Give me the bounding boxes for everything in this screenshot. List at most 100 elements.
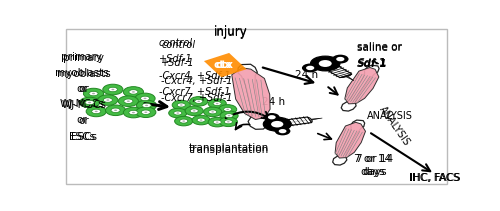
- Ellipse shape: [132, 112, 135, 113]
- Ellipse shape: [106, 99, 110, 101]
- Ellipse shape: [271, 121, 283, 127]
- Ellipse shape: [80, 97, 100, 108]
- Polygon shape: [322, 63, 352, 78]
- Text: -Cxcr7, +Sdf-1: -Cxcr7, +Sdf-1: [158, 87, 230, 97]
- Ellipse shape: [140, 96, 149, 101]
- Ellipse shape: [208, 99, 227, 108]
- Ellipse shape: [220, 111, 238, 120]
- Ellipse shape: [306, 66, 314, 70]
- Text: control: control: [162, 40, 196, 50]
- Ellipse shape: [103, 84, 123, 95]
- Ellipse shape: [124, 87, 144, 97]
- Text: -Cxcr4, +Sdf-1: -Cxcr4, +Sdf-1: [158, 71, 230, 81]
- Text: -Cxcr4, +Sdf-1: -Cxcr4, +Sdf-1: [162, 76, 233, 85]
- Ellipse shape: [220, 117, 238, 127]
- Ellipse shape: [182, 120, 185, 122]
- Ellipse shape: [216, 103, 218, 104]
- Ellipse shape: [194, 99, 203, 103]
- Text: +Sdf-1: +Sdf-1: [158, 54, 192, 64]
- Text: ANALYSIS: ANALYSIS: [378, 104, 412, 148]
- Text: Sdf-1: Sdf-1: [357, 59, 388, 69]
- Polygon shape: [327, 65, 344, 74]
- Ellipse shape: [104, 98, 112, 102]
- Ellipse shape: [98, 95, 118, 105]
- Ellipse shape: [145, 105, 148, 106]
- Ellipse shape: [332, 55, 348, 64]
- Ellipse shape: [177, 103, 186, 107]
- Ellipse shape: [275, 127, 290, 135]
- Ellipse shape: [200, 119, 202, 121]
- Ellipse shape: [86, 106, 106, 117]
- Polygon shape: [332, 120, 364, 165]
- Ellipse shape: [132, 91, 135, 93]
- Text: saline or: saline or: [357, 42, 402, 52]
- Ellipse shape: [302, 64, 318, 72]
- Ellipse shape: [111, 108, 120, 112]
- Ellipse shape: [278, 129, 286, 133]
- Ellipse shape: [180, 119, 188, 123]
- Polygon shape: [311, 118, 322, 120]
- Ellipse shape: [144, 111, 148, 113]
- Polygon shape: [341, 65, 379, 111]
- Ellipse shape: [174, 111, 182, 115]
- Ellipse shape: [92, 93, 95, 94]
- Ellipse shape: [124, 107, 144, 118]
- Ellipse shape: [268, 115, 276, 119]
- Ellipse shape: [224, 120, 232, 124]
- Text: saline or: saline or: [357, 43, 402, 53]
- Polygon shape: [340, 74, 352, 78]
- Ellipse shape: [94, 111, 98, 112]
- Text: WJ-MSCs: WJ-MSCs: [60, 99, 104, 109]
- Text: primary: primary: [62, 52, 102, 62]
- Polygon shape: [232, 68, 270, 119]
- Text: or: or: [76, 115, 88, 125]
- Polygon shape: [238, 64, 268, 129]
- Text: transplantation: transplantation: [189, 145, 269, 156]
- Text: ANALYSIS: ANALYSIS: [367, 111, 413, 121]
- Ellipse shape: [227, 121, 230, 123]
- Text: injury: injury: [214, 25, 248, 38]
- Ellipse shape: [142, 110, 150, 114]
- Text: myoblasts: myoblasts: [57, 69, 110, 79]
- Text: transplantation: transplantation: [189, 143, 269, 153]
- Ellipse shape: [264, 113, 280, 122]
- Ellipse shape: [144, 98, 146, 99]
- Text: ESCs: ESCs: [71, 133, 97, 142]
- Ellipse shape: [136, 107, 156, 118]
- Ellipse shape: [185, 106, 203, 116]
- Text: IHC, FACS: IHC, FACS: [409, 173, 460, 183]
- Ellipse shape: [212, 111, 214, 112]
- Text: -Cxcr7, +Sdf-1: -Cxcr7, +Sdf-1: [162, 93, 233, 103]
- Ellipse shape: [172, 100, 191, 110]
- Text: 24 h: 24 h: [262, 97, 285, 107]
- Ellipse shape: [174, 116, 193, 126]
- Polygon shape: [345, 68, 379, 104]
- Ellipse shape: [190, 109, 198, 113]
- Ellipse shape: [216, 122, 218, 123]
- Ellipse shape: [224, 107, 232, 111]
- Ellipse shape: [208, 110, 216, 114]
- Polygon shape: [280, 117, 312, 126]
- Ellipse shape: [129, 110, 138, 115]
- Ellipse shape: [190, 97, 208, 106]
- Ellipse shape: [129, 90, 138, 94]
- Text: $\it{Sdf}$-1: $\it{Sdf}$-1: [357, 56, 386, 68]
- Text: ctx: ctx: [214, 60, 232, 70]
- Ellipse shape: [176, 112, 179, 114]
- Text: ctx: ctx: [215, 60, 233, 70]
- Ellipse shape: [180, 104, 182, 106]
- Ellipse shape: [168, 108, 187, 118]
- Ellipse shape: [106, 105, 126, 116]
- Ellipse shape: [228, 115, 230, 116]
- Text: or: or: [78, 84, 89, 94]
- Ellipse shape: [193, 110, 196, 112]
- Text: control: control: [158, 38, 192, 48]
- Ellipse shape: [336, 57, 344, 61]
- Ellipse shape: [226, 109, 229, 110]
- Ellipse shape: [208, 117, 227, 127]
- Text: 24 h: 24 h: [295, 70, 318, 80]
- Ellipse shape: [142, 103, 151, 108]
- Polygon shape: [281, 120, 305, 124]
- Ellipse shape: [118, 96, 139, 107]
- Text: myoblasts: myoblasts: [55, 68, 109, 78]
